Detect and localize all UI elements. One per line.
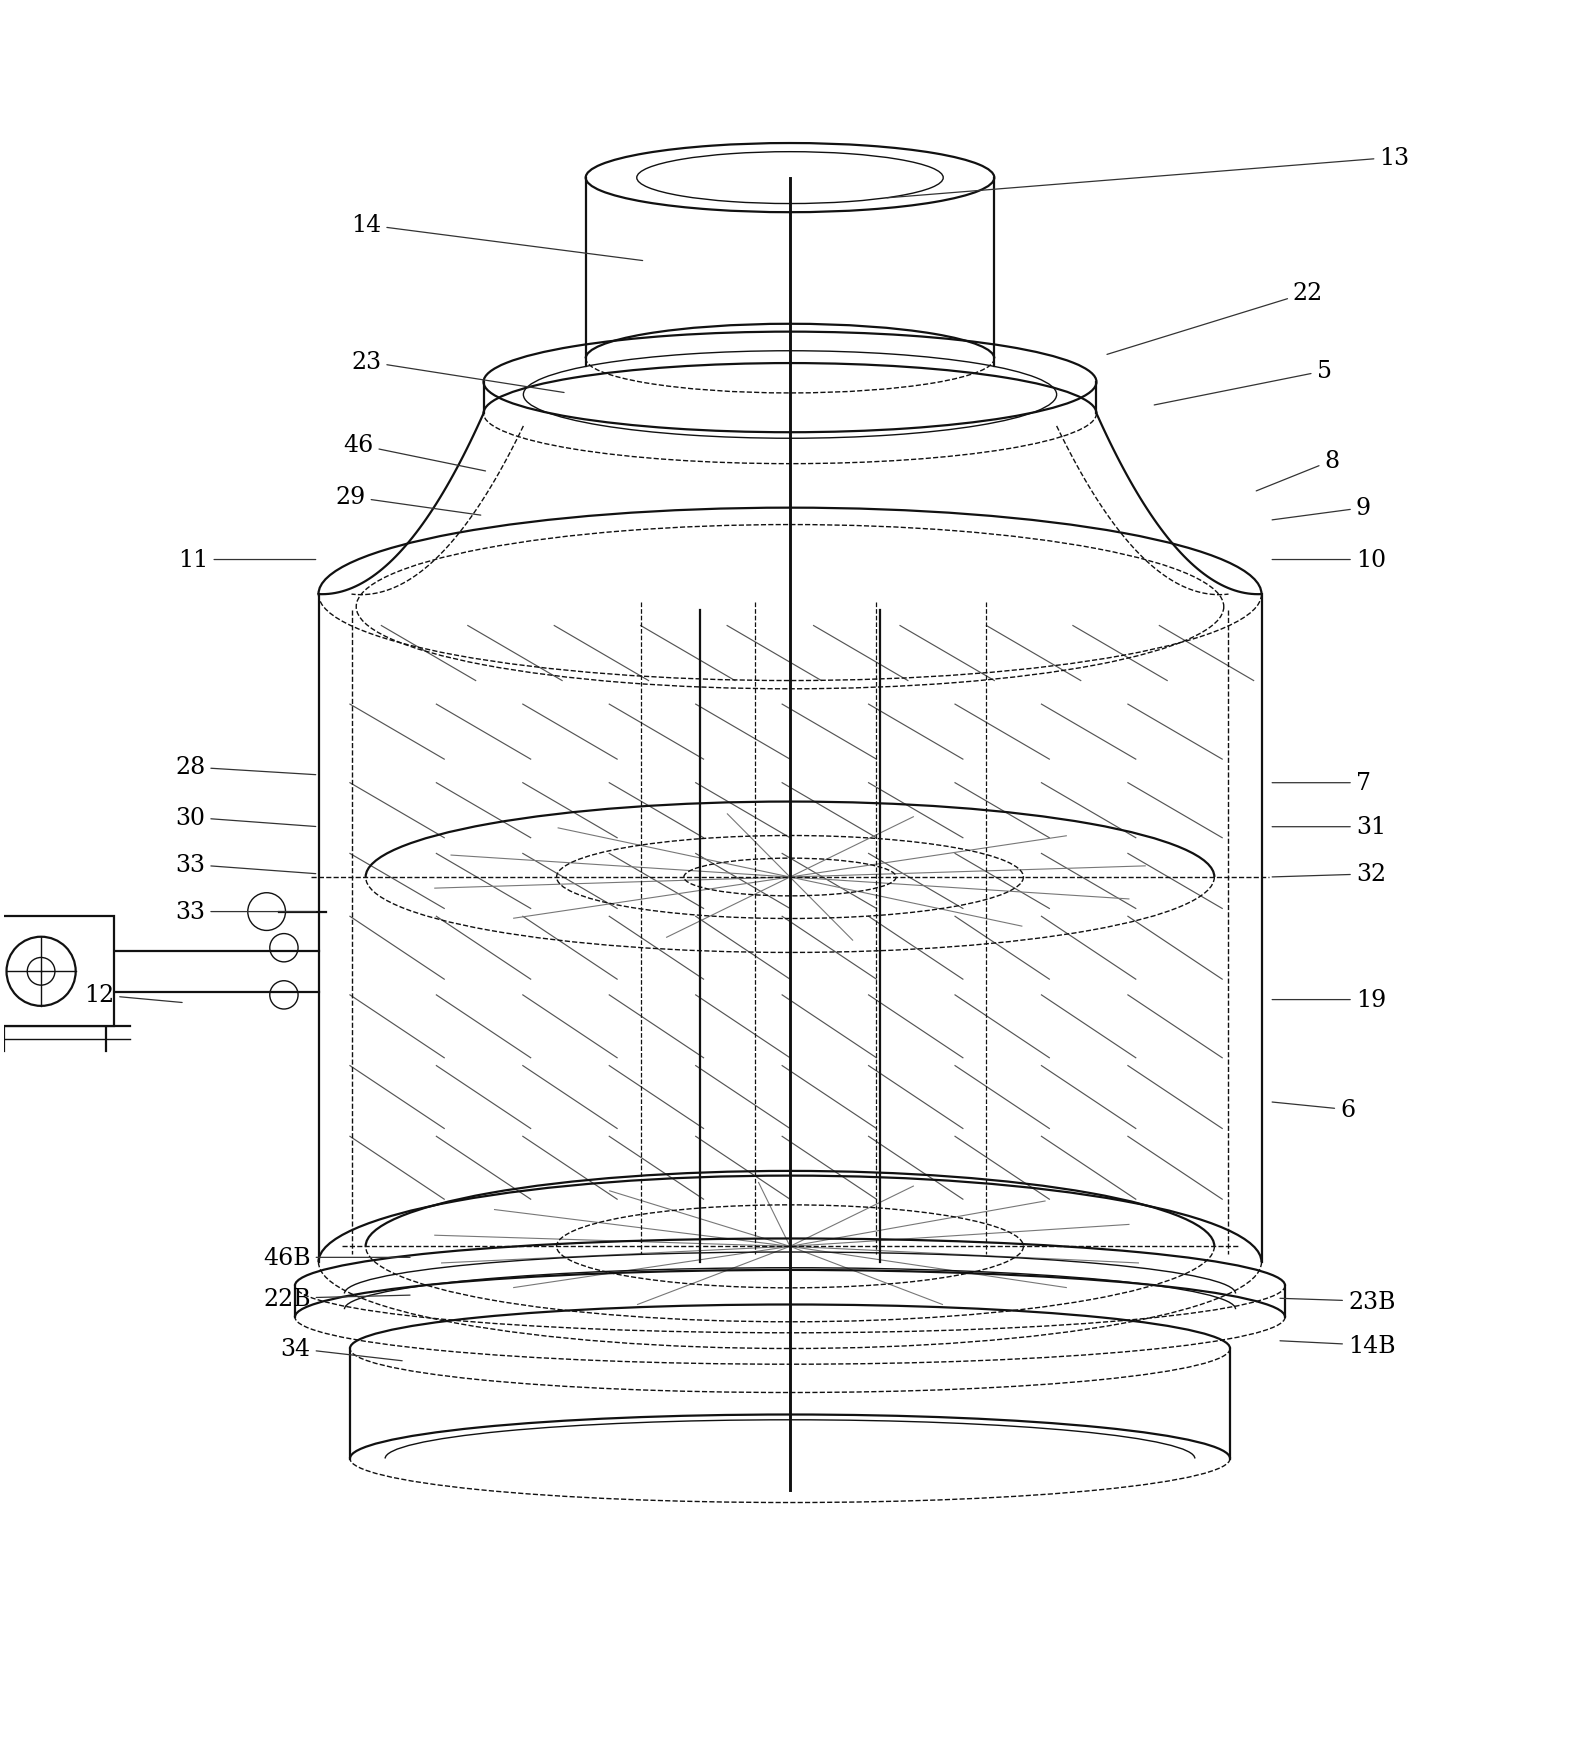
Text: 46: 46 [343,433,485,472]
Text: 12: 12 [84,985,182,1007]
Text: 46B: 46B [262,1246,411,1269]
Text: 34: 34 [281,1337,403,1360]
Text: 6: 6 [1272,1099,1356,1121]
Text: 9: 9 [1272,497,1371,521]
Text: 11: 11 [179,549,316,572]
Text: 10: 10 [1272,549,1386,572]
Text: 31: 31 [1272,816,1386,839]
Text: 19: 19 [1272,988,1386,1011]
Text: 14B: 14B [1280,1334,1395,1357]
Text: 29: 29 [335,486,480,516]
Text: 13: 13 [886,147,1409,198]
Text: 23B: 23B [1280,1290,1395,1313]
Text: 14: 14 [351,214,643,261]
Text: 33: 33 [175,900,316,923]
Bar [0,916,114,1027]
Text: 23: 23 [351,351,564,393]
Text: 28: 28 [175,756,316,779]
Text: 7: 7 [1272,772,1371,795]
Text: 22: 22 [1108,283,1322,355]
Text: 33: 33 [175,853,316,876]
Text: 22B: 22B [262,1286,411,1309]
Text: 5: 5 [1155,360,1332,405]
Text: 32: 32 [1272,863,1386,886]
Text: 30: 30 [175,806,316,830]
Text: 8: 8 [1256,449,1340,491]
